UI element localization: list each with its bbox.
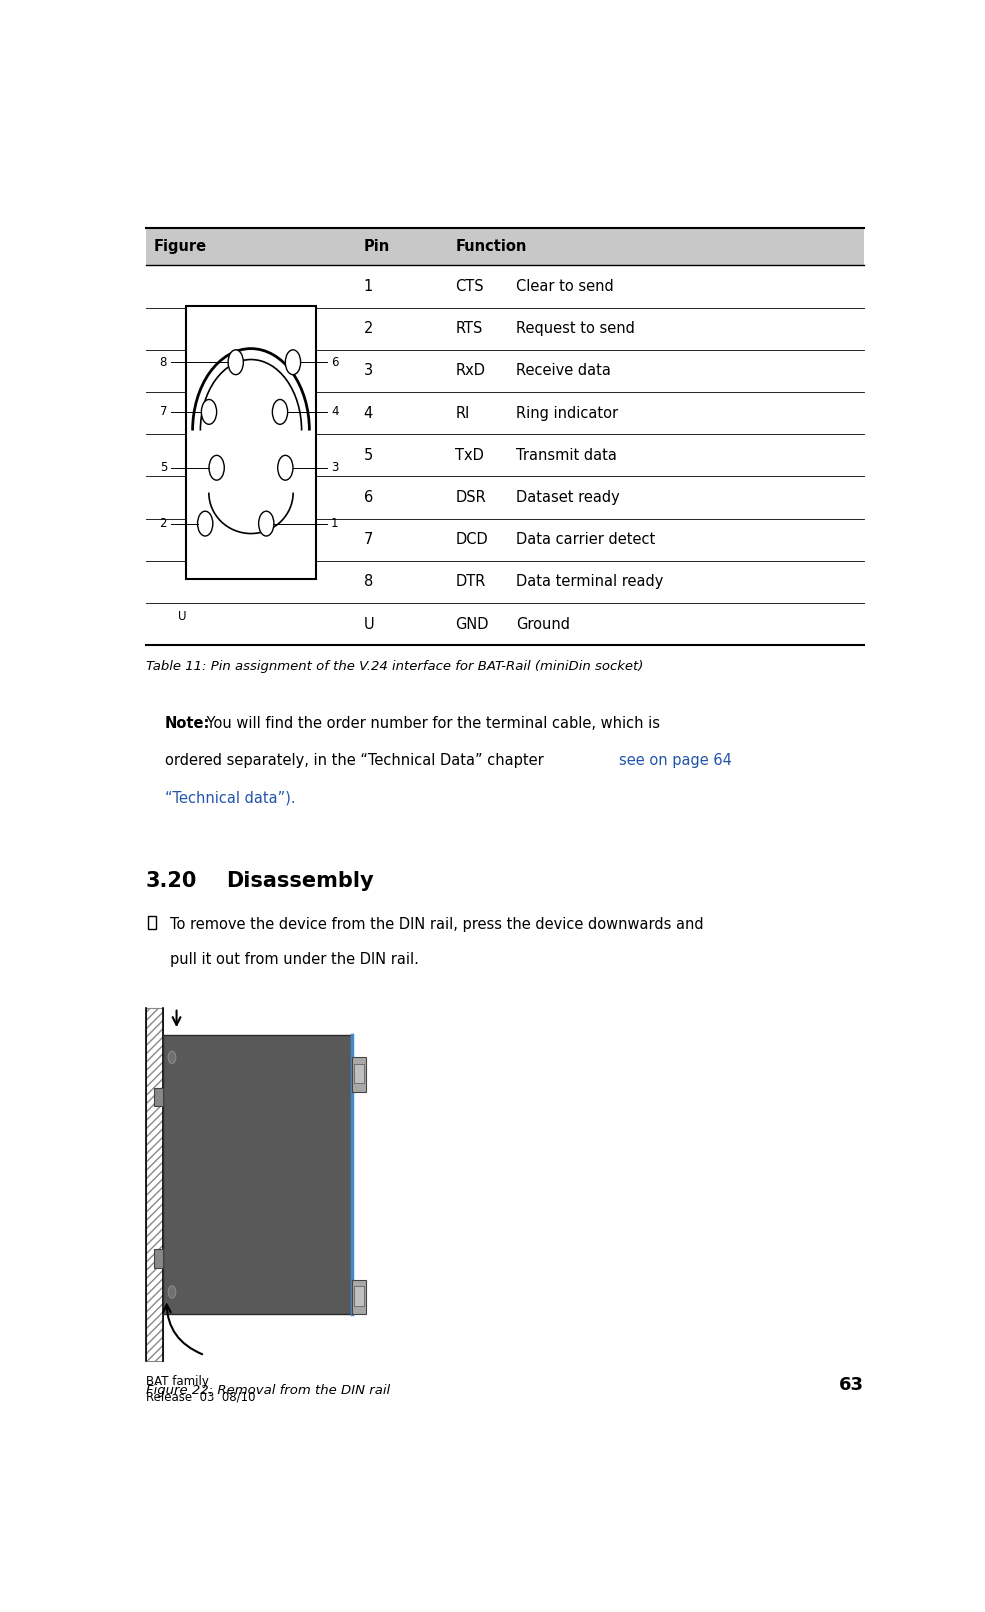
Text: Request to send: Request to send	[516, 321, 635, 337]
Text: Disassembly: Disassembly	[227, 870, 373, 891]
Text: 1: 1	[363, 279, 373, 293]
Text: 6: 6	[331, 356, 339, 369]
Bar	[353, 1057, 365, 1091]
Bar	[146, 229, 864, 266]
Text: Figure: Figure	[154, 239, 207, 255]
Text: 3.20: 3.20	[146, 870, 197, 891]
Text: RI: RI	[455, 406, 470, 421]
Text: 6: 6	[363, 490, 373, 505]
Circle shape	[273, 400, 288, 424]
Text: Table 11: Pin assignment of the V.24 interface for BAT-Rail (miniDin socket): Table 11: Pin assignment of the V.24 int…	[146, 661, 643, 674]
Text: Receive data: Receive data	[516, 363, 611, 379]
Text: Pin: Pin	[363, 239, 390, 255]
FancyArrowPatch shape	[163, 1304, 202, 1354]
Text: 3: 3	[331, 461, 339, 474]
Bar	[146, 1008, 163, 1362]
Text: 5: 5	[160, 461, 167, 474]
Text: 8: 8	[363, 574, 373, 590]
Text: 4: 4	[331, 405, 339, 419]
Text: Data terminal ready: Data terminal ready	[516, 574, 664, 590]
Text: 7: 7	[363, 532, 373, 546]
Circle shape	[201, 400, 217, 424]
Bar	[154, 1088, 163, 1106]
Text: 2: 2	[160, 517, 167, 530]
Text: Clear to send: Clear to send	[516, 279, 614, 293]
Bar	[353, 1280, 365, 1314]
Bar	[154, 1249, 163, 1267]
Circle shape	[168, 1286, 175, 1298]
Circle shape	[286, 350, 300, 374]
Text: To remove the device from the DIN rail, press the device downwards and: To remove the device from the DIN rail, …	[170, 917, 704, 932]
Bar	[148, 916, 156, 930]
Circle shape	[198, 511, 213, 537]
Bar	[146, 1008, 163, 1362]
Text: Transmit data: Transmit data	[516, 448, 618, 463]
Circle shape	[259, 511, 274, 537]
Text: Data carrier detect: Data carrier detect	[516, 532, 655, 546]
Text: Dataset ready: Dataset ready	[516, 490, 620, 505]
Text: GND: GND	[455, 617, 489, 632]
Text: Release  03  08/10: Release 03 08/10	[146, 1391, 255, 1404]
Text: RTS: RTS	[455, 321, 483, 337]
Text: BAT family: BAT family	[146, 1375, 209, 1388]
Text: DCD: DCD	[455, 532, 488, 546]
Text: U: U	[363, 617, 374, 632]
Text: You will find the order number for the terminal cable, which is: You will find the order number for the t…	[202, 716, 660, 730]
Text: Note:: Note:	[165, 716, 211, 730]
Text: Ground: Ground	[516, 617, 570, 632]
Bar	[355, 1064, 363, 1083]
Text: DTR: DTR	[455, 574, 486, 590]
Text: ordered separately, in the “Technical Data” chapter: ordered separately, in the “Technical Da…	[165, 753, 549, 769]
Text: 8: 8	[160, 356, 167, 369]
Text: 1: 1	[331, 517, 339, 530]
Text: TxD: TxD	[455, 448, 484, 463]
Text: 3: 3	[363, 363, 372, 379]
Text: Figure 22: Removal from the DIN rail: Figure 22: Removal from the DIN rail	[146, 1383, 390, 1396]
Text: 7: 7	[160, 405, 167, 419]
Bar	[186, 306, 316, 579]
Text: Function: Function	[455, 239, 527, 255]
Circle shape	[168, 1051, 175, 1064]
Circle shape	[229, 350, 243, 374]
Text: see on page 64: see on page 64	[620, 753, 732, 769]
Circle shape	[209, 455, 225, 480]
Text: 4: 4	[363, 406, 373, 421]
Text: CTS: CTS	[455, 279, 484, 293]
Circle shape	[278, 455, 293, 480]
Text: Ring indicator: Ring indicator	[516, 406, 619, 421]
Text: RxD: RxD	[455, 363, 486, 379]
Bar	[355, 1286, 363, 1306]
Text: U: U	[178, 611, 187, 624]
Text: 2: 2	[363, 321, 373, 337]
Text: 63: 63	[838, 1375, 864, 1394]
Bar	[163, 1035, 353, 1314]
Text: “Technical data”).: “Technical data”).	[165, 790, 296, 806]
Text: DSR: DSR	[455, 490, 486, 505]
Text: pull it out from under the DIN rail.: pull it out from under the DIN rail.	[170, 951, 420, 967]
Text: 5: 5	[363, 448, 373, 463]
